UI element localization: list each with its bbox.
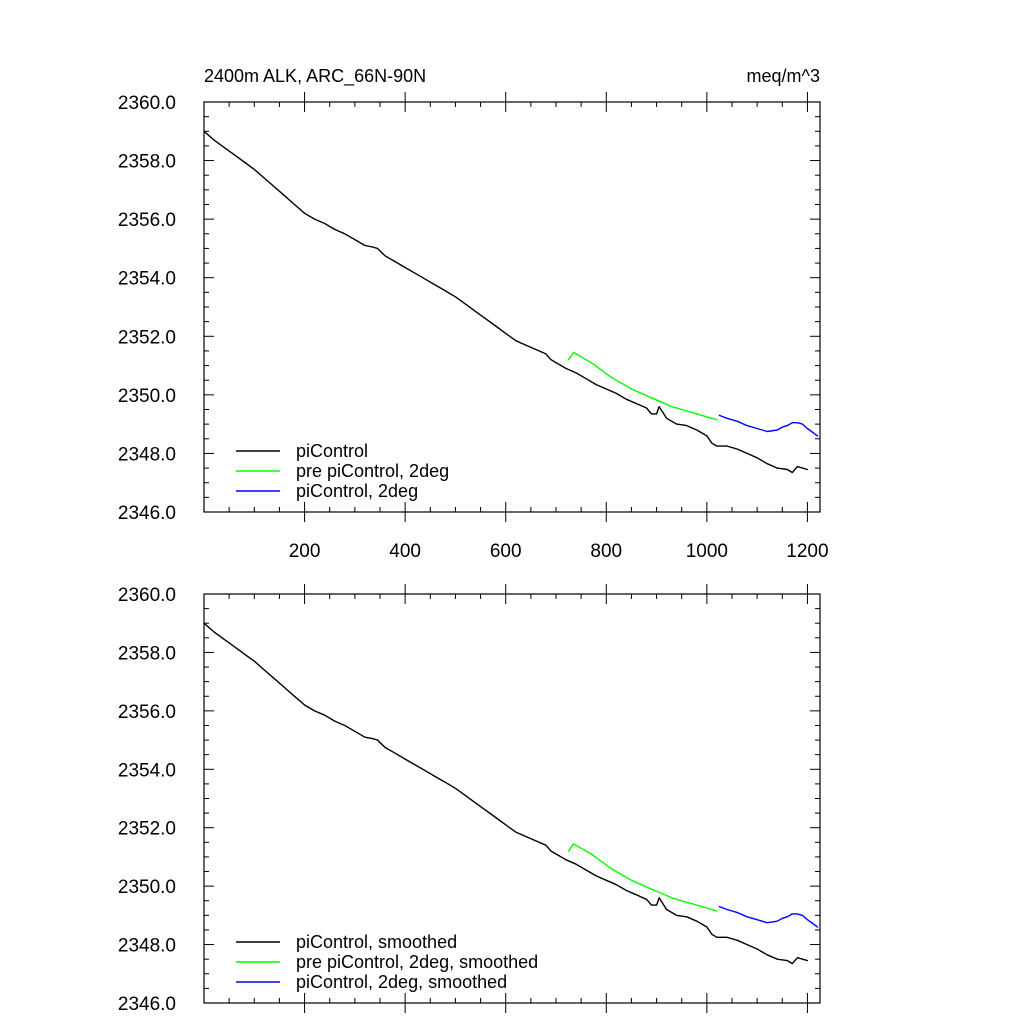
x-tick-label: 1000 <box>686 541 728 562</box>
legend-label: piControl, smoothed <box>296 932 457 952</box>
legend-label: piControl <box>296 441 368 461</box>
y-tick-label: 2354.0 <box>118 760 176 781</box>
series-line-1 <box>203 622 809 965</box>
series-line-3 <box>718 414 819 437</box>
figure-units: meq/m^3 <box>747 66 820 86</box>
x-tick-label: 400 <box>389 541 421 562</box>
y-tick-label: 2350.0 <box>118 877 176 898</box>
y-tick-label: 2358.0 <box>118 152 176 173</box>
bottom-line-chart: 2346.0 2348.0 2350.0 2352.0 2354.0 2356.0 2358… <box>118 584 821 1015</box>
x-tick-label: 600 <box>490 541 522 562</box>
legend-label: pre piControl, 2deg <box>296 461 449 481</box>
y-tick-label: 2358.0 <box>118 643 176 664</box>
y-tick-label: 2354.0 <box>118 269 176 290</box>
x-tick-label: 200 <box>289 541 321 562</box>
series-line-1 <box>203 130 809 474</box>
series-line-2 <box>567 843 718 912</box>
legend-label: piControl, 2deg <box>296 481 418 501</box>
y-tick-label: 2346.0 <box>118 994 176 1015</box>
y-tick-label: 2348.0 <box>118 444 176 465</box>
legend-label: piControl, 2deg, smoothed <box>296 972 507 992</box>
y-tick-label: 2350.0 <box>118 386 176 407</box>
x-tick-label: 800 <box>590 541 622 562</box>
y-tick-label: 2356.0 <box>118 210 176 231</box>
top-line-chart: 2346.0 2348.0 2350.0 2352.0 2354.0 2356.0 2358… <box>118 92 829 562</box>
y-tick-label: 2360.0 <box>118 585 176 606</box>
legend-label: pre piControl, 2deg, smoothed <box>296 952 538 972</box>
y-tick-label: 2352.0 <box>118 327 176 348</box>
y-tick-label: 2360.0 <box>118 93 176 114</box>
x-tick-label: 1200 <box>786 541 828 562</box>
y-tick-label: 2352.0 <box>118 819 176 840</box>
y-tick-label: 2348.0 <box>118 936 176 957</box>
series-line-2 <box>567 351 718 421</box>
series-line-3 <box>718 905 819 928</box>
figure-title: 2400m ALK, ARC_66N-90N <box>204 66 426 87</box>
y-tick-label: 2356.0 <box>118 702 176 723</box>
y-tick-label: 2346.0 <box>118 503 176 524</box>
